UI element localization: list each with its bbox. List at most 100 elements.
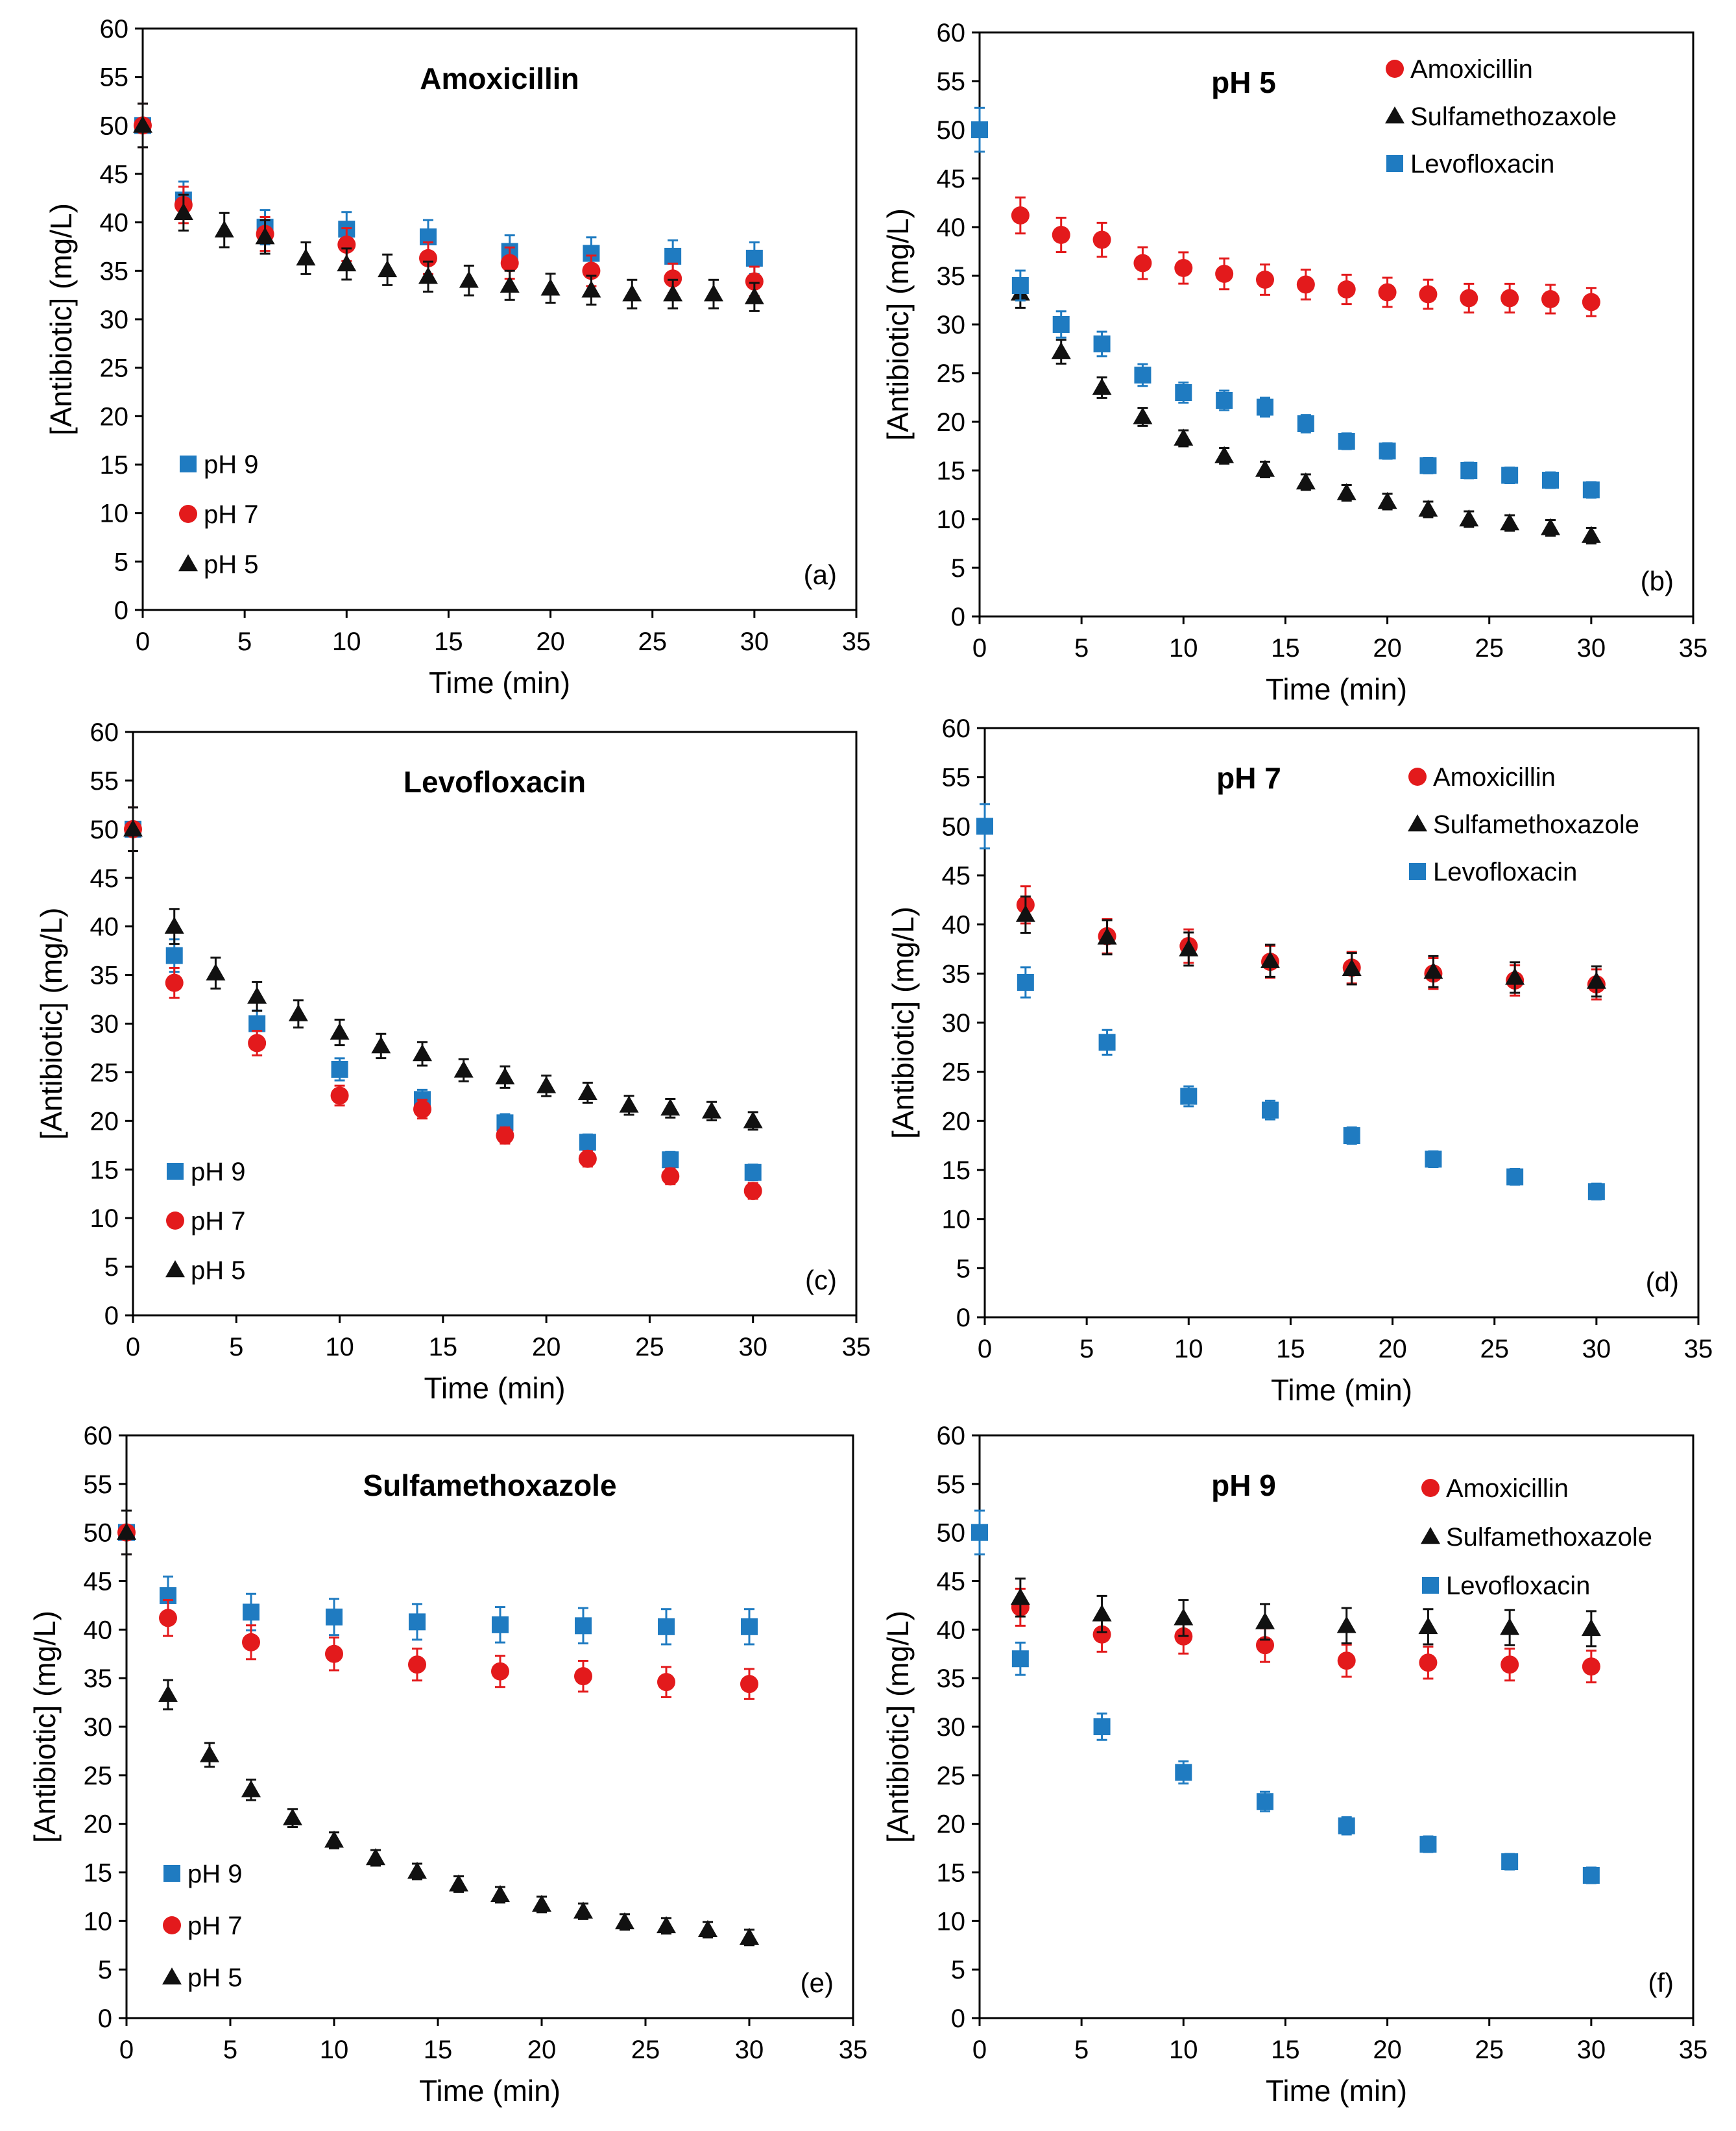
data-point xyxy=(495,1067,515,1085)
legend-marker xyxy=(1421,1527,1440,1544)
data-point xyxy=(579,1134,596,1151)
data-point xyxy=(578,1149,597,1168)
data-point xyxy=(1460,462,1478,479)
series-ph-5 xyxy=(117,1509,759,1947)
y-tick-label: 55 xyxy=(90,767,119,796)
legend: Amoxicillin Sulfamethoxazole Levofloxacin xyxy=(1408,763,1639,886)
y-tick-label: 50 xyxy=(90,816,119,844)
y-tick-label: 20 xyxy=(100,402,129,431)
x-tick-label: 35 xyxy=(1684,1335,1713,1363)
chart-title: pH 5 xyxy=(1211,66,1276,99)
y-tick-label: 50 xyxy=(100,112,129,140)
data-point xyxy=(660,1098,681,1116)
legend-marker xyxy=(1409,863,1426,880)
data-point xyxy=(449,1874,468,1892)
y-tick-label: 5 xyxy=(98,1956,112,1984)
y-tick-label: 45 xyxy=(84,1568,113,1596)
data-point xyxy=(1459,509,1479,527)
y-tick-label: 45 xyxy=(100,160,129,189)
x-tick-label: 15 xyxy=(1271,2036,1300,2064)
x-axis-label: Time (min) xyxy=(1271,1373,1412,1407)
data-point xyxy=(1255,459,1275,477)
y-tick-label: 40 xyxy=(100,209,129,237)
data-point xyxy=(1010,1587,1030,1605)
data-point xyxy=(325,1644,343,1663)
data-point xyxy=(419,249,437,267)
legend-marker xyxy=(179,505,197,523)
data-point xyxy=(1255,1612,1275,1629)
series-sulfamethozaxole xyxy=(1010,278,1601,544)
x-tick-label: 20 xyxy=(1373,634,1402,663)
legend-marker xyxy=(166,1212,184,1230)
data-point xyxy=(165,973,184,992)
data-point xyxy=(662,1151,679,1169)
chart-panel-d: 0 5 10 15 20 25 30 35 40 45 50 55 60 0 5 10 15 20 25 30 35 Ti… xyxy=(886,714,1713,1407)
y-tick-label: 15 xyxy=(942,1156,971,1185)
data-point xyxy=(664,247,682,265)
data-point xyxy=(1378,283,1397,302)
y-tick-label: 60 xyxy=(937,1422,966,1450)
y-axis-label: [Antibiotic] (mg/L) xyxy=(34,908,68,1140)
data-point xyxy=(1174,1608,1194,1626)
data-point xyxy=(1098,1034,1116,1051)
y-tick-label: 0 xyxy=(114,596,128,625)
data-point xyxy=(324,1831,344,1848)
data-point xyxy=(1215,265,1234,283)
data-point xyxy=(1343,1127,1360,1145)
chart-panel-f: 0 5 10 15 20 25 30 35 40 45 50 55 60 0 5 10 15 20 25 30 35 Ti… xyxy=(881,1422,1707,2108)
data-point xyxy=(296,248,316,266)
y-tick-label: 35 xyxy=(100,257,129,286)
x-tick-label: 25 xyxy=(1475,634,1504,663)
x-tick-label: 15 xyxy=(424,2036,453,2064)
data-point xyxy=(1092,1625,1111,1644)
data-point xyxy=(1501,1655,1519,1674)
data-point xyxy=(740,1927,759,1945)
legend-marker xyxy=(163,1916,181,1934)
data-point xyxy=(1092,230,1111,249)
data-point xyxy=(1133,254,1152,273)
legend-entry: pH 9 xyxy=(191,1158,246,1186)
data-point xyxy=(288,1004,308,1021)
data-point xyxy=(1174,259,1193,277)
x-tick-label: 15 xyxy=(1276,1335,1305,1363)
data-point xyxy=(1092,378,1112,395)
legend-marker xyxy=(1386,60,1404,78)
x-axis-label: Time (min) xyxy=(424,1371,565,1405)
series-amoxicillin xyxy=(1011,196,1600,317)
y-tick-label: 10 xyxy=(937,505,966,534)
legend-entry: Sulfamethoxazole xyxy=(1433,810,1639,839)
data-point xyxy=(1052,316,1070,333)
y-tick-label: 5 xyxy=(114,548,128,576)
x-tick-label: 25 xyxy=(638,627,667,656)
y-tick-label: 10 xyxy=(942,1206,971,1234)
y-tick-label: 5 xyxy=(951,1956,965,1984)
data-point xyxy=(459,271,479,288)
legend-entry: pH 9 xyxy=(187,1860,243,1888)
x-tick-label: 5 xyxy=(223,2036,237,2064)
chart-panel-c: 0 5 10 15 20 25 30 35 40 45 50 55 60 0 5 10 15 20 25 30 35 Ti… xyxy=(34,718,871,1405)
x-tick-label: 5 xyxy=(229,1333,243,1361)
y-tick-label: 15 xyxy=(937,1859,966,1888)
legend-marker xyxy=(1385,106,1404,124)
x-tick-label: 35 xyxy=(1679,634,1708,663)
legend: pH 9 pH 7 pH 5 xyxy=(178,450,259,579)
y-tick-label: 40 xyxy=(84,1616,113,1644)
chart-title: pH 9 xyxy=(1211,1468,1276,1502)
y-tick-label: 50 xyxy=(84,1519,113,1548)
legend-entry: Sulfamethozaxole xyxy=(1410,103,1617,131)
series-sulfamethoxazole xyxy=(1010,1577,1601,1648)
legend-entry: Levofloxacin xyxy=(1410,150,1554,178)
data-point xyxy=(1581,526,1601,543)
series-ph-9 xyxy=(125,806,762,1182)
x-tick-label: 10 xyxy=(332,627,361,656)
data-point xyxy=(409,1613,426,1631)
data-point xyxy=(243,1603,259,1621)
data-point xyxy=(1377,492,1397,509)
series-ph-9 xyxy=(118,1509,758,1646)
y-tick-label: 0 xyxy=(956,1304,970,1332)
y-tick-label: 20 xyxy=(942,1107,971,1136)
x-tick-label: 25 xyxy=(1480,1335,1509,1363)
legend-entry: pH 5 xyxy=(191,1256,246,1285)
data-point xyxy=(242,1633,260,1651)
x-tick-label: 20 xyxy=(1378,1335,1407,1363)
